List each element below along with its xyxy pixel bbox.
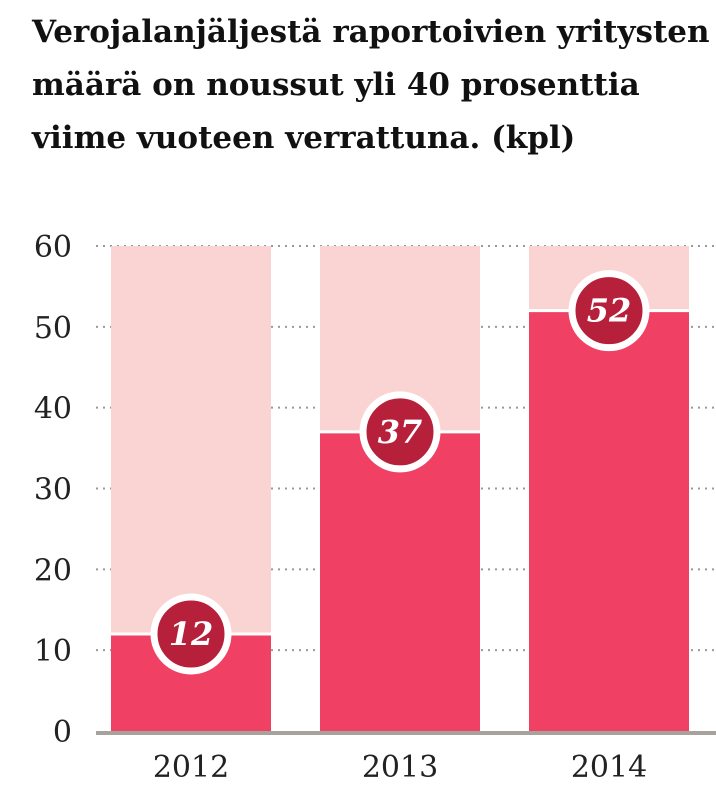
x-tick-label: 2012: [153, 750, 229, 785]
data-label: 52: [587, 292, 632, 330]
data-label-badge: [150, 593, 232, 675]
x-tick-label: 2014: [571, 750, 647, 785]
data-label: 12: [169, 615, 214, 653]
y-tick-label: 50: [34, 311, 72, 346]
data-label-badge: [359, 391, 441, 473]
y-tick-label: 10: [34, 634, 72, 669]
data-labels: 12 37 52: [150, 270, 650, 675]
y-axis-ticks: 0 10 20 30 40 50 60: [34, 230, 72, 750]
bar: [529, 310, 689, 731]
data-label: 37: [378, 413, 423, 451]
y-tick-label: 40: [34, 392, 72, 427]
y-tick-label: 60: [34, 230, 72, 265]
data-label-badge: [568, 270, 650, 352]
y-tick-label: 0: [53, 715, 72, 750]
x-tick-label: 2013: [362, 750, 438, 785]
y-tick-label: 30: [34, 473, 72, 508]
bar: [320, 431, 480, 731]
x-axis-labels: 2012 2013 2014: [153, 750, 647, 785]
y-tick-label: 20: [34, 553, 72, 588]
chart-title: Verojalanjäljestä raportoivien yritysten…: [32, 14, 710, 156]
